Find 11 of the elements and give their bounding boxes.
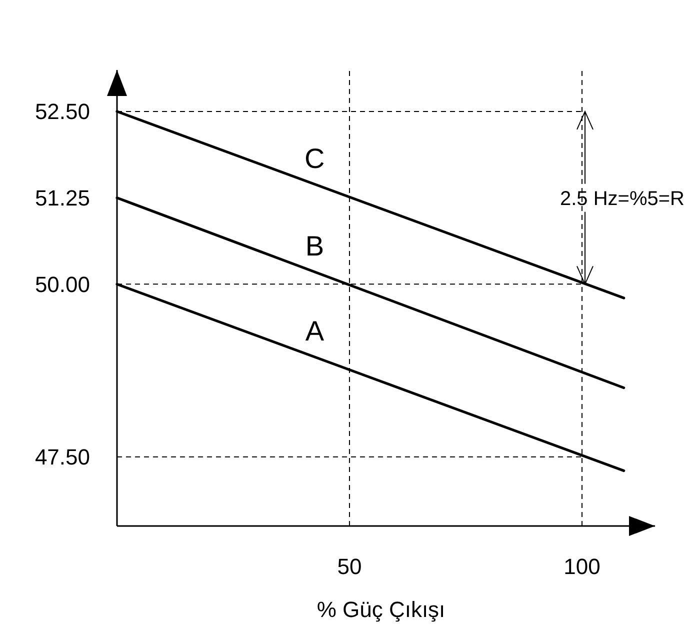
x-axis-title: % Güç Çıkışı xyxy=(316,597,446,622)
x-tick-label: 50 xyxy=(337,554,362,579)
y-tick-label: 47.50 xyxy=(34,444,90,470)
series-label: A xyxy=(305,316,324,347)
y-tick-label: 52.50 xyxy=(34,99,90,124)
y-tick-label: 51.25 xyxy=(34,186,90,211)
y-tick-label: 50.00 xyxy=(34,272,90,297)
annotation: 2.5 Hz=%5=R xyxy=(560,188,685,210)
series-label: B xyxy=(305,230,324,262)
x-tick-label: 100 xyxy=(564,554,600,579)
series-label: C xyxy=(304,143,325,174)
